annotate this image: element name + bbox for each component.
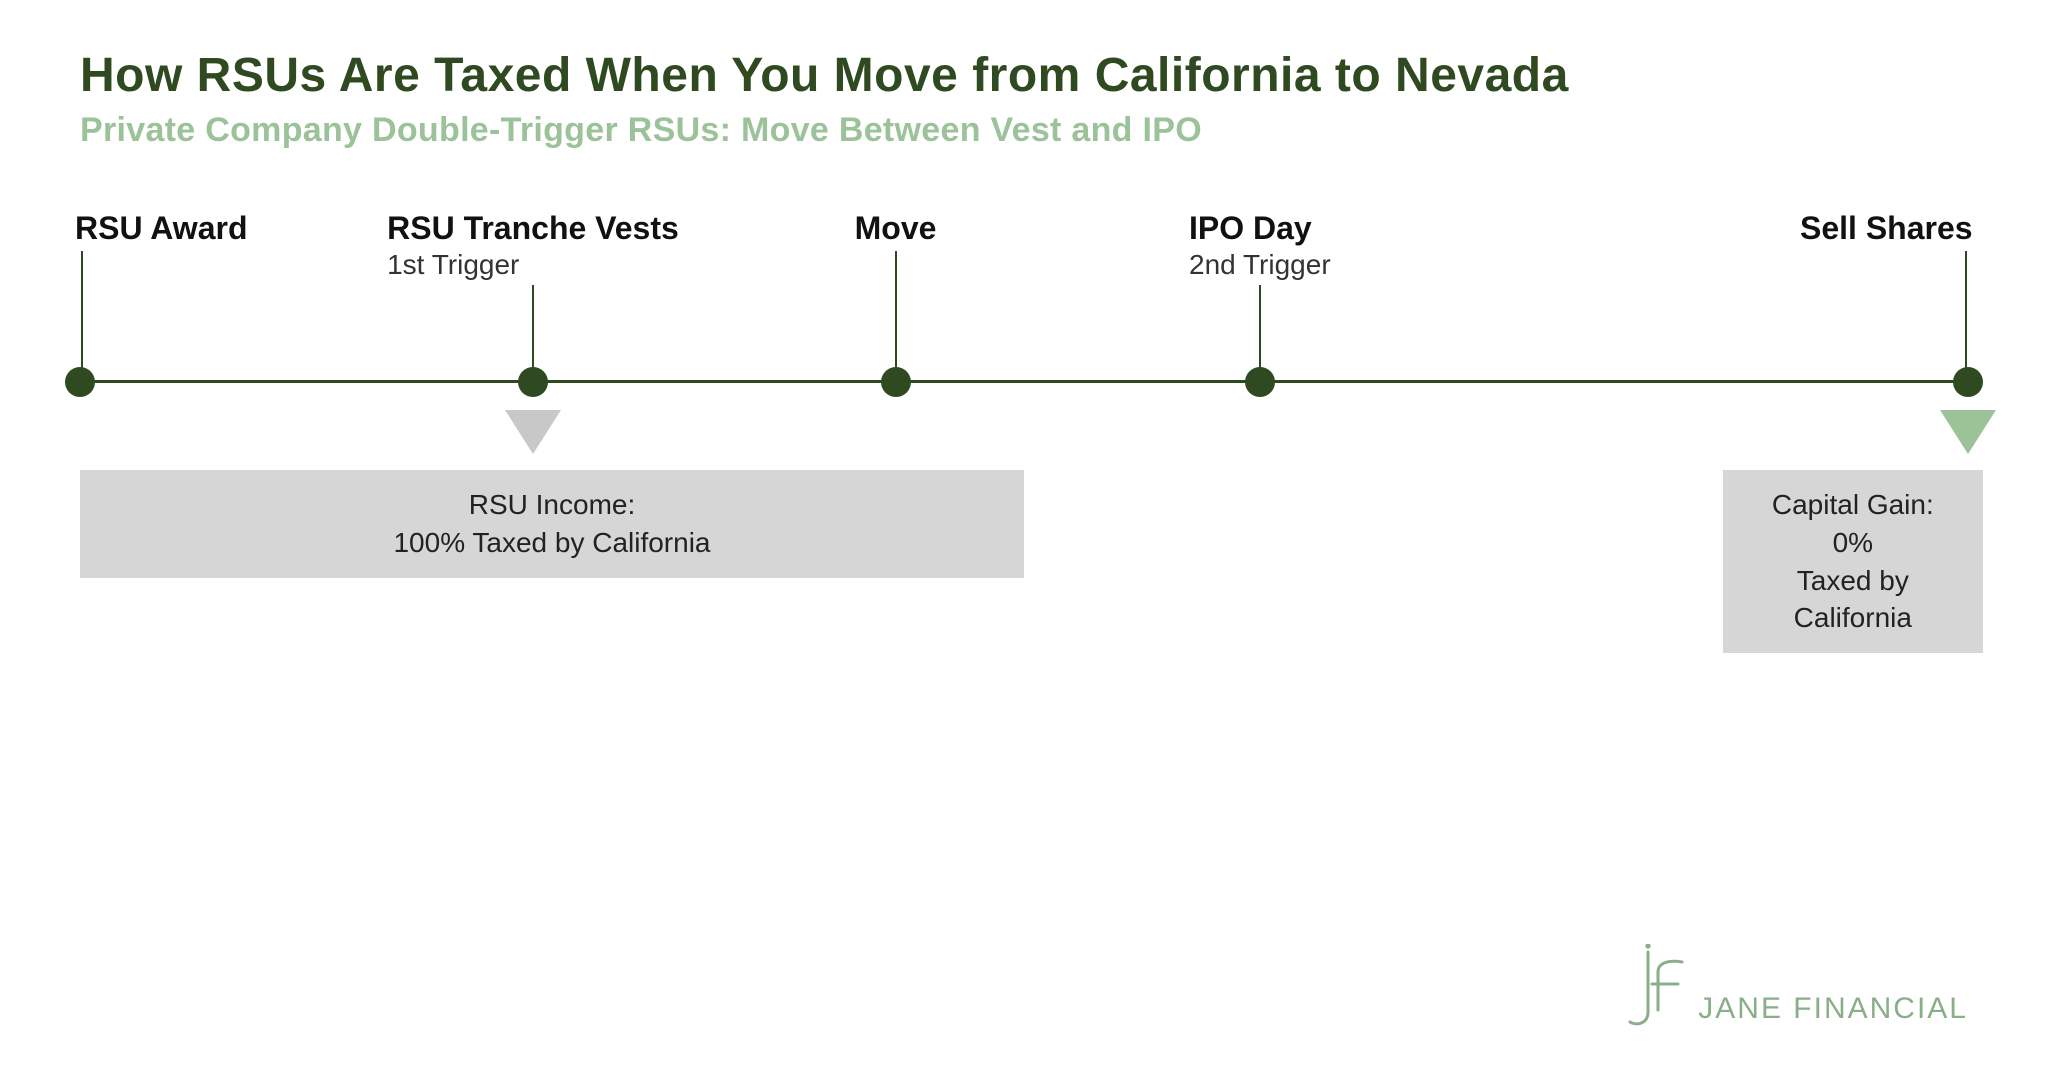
event-label: Sell Shares xyxy=(1800,210,1973,247)
rsu-income-box-line2: 100% Taxed by California xyxy=(92,524,1012,562)
event-label: Move xyxy=(855,210,937,247)
brand-logo: JANE FINANCIAL xyxy=(1628,944,1968,1032)
arrow-vest xyxy=(505,410,561,454)
page-subtitle: Private Company Double-Trigger RSUs: Mov… xyxy=(80,111,1968,150)
timeline-line xyxy=(80,380,1968,383)
timeline-event-sell: Sell Shares xyxy=(1800,210,1973,247)
capital-gain-box-line1: Capital Gain: xyxy=(1735,486,1972,524)
timeline-tick-move xyxy=(895,251,897,380)
timeline-dot-sell xyxy=(1953,367,1983,397)
event-sublabel: 1st Trigger xyxy=(387,249,679,281)
timeline-tick-ipo xyxy=(1259,285,1261,380)
rsu-income-box-line1: RSU Income: xyxy=(92,486,1012,524)
capital-gain-box-line2: 0% xyxy=(1735,524,1972,562)
rsu-income-box: RSU Income:100% Taxed by California xyxy=(80,470,1024,578)
event-label: IPO Day xyxy=(1189,210,1331,247)
brand-name: JANE FINANCIAL xyxy=(1698,992,1968,1032)
timeline: RSU AwardRSU Tranche Vests1st TriggerMov… xyxy=(80,210,1968,730)
page-title: How RSUs Are Taxed When You Move from Ca… xyxy=(80,48,1968,103)
timeline-tick-vest xyxy=(532,285,534,380)
timeline-event-vest: RSU Tranche Vests1st Trigger xyxy=(387,210,679,281)
infographic-page: How RSUs Are Taxed When You Move from Ca… xyxy=(0,0,2048,1072)
event-label: RSU Tranche Vests xyxy=(387,210,679,247)
timeline-dot-rsu-award xyxy=(65,367,95,397)
capital-gain-box-line3: Taxed by California xyxy=(1735,562,1972,638)
timeline-event-ipo: IPO Day2nd Trigger xyxy=(1189,210,1331,281)
timeline-event-rsu-award: RSU Award xyxy=(75,210,247,247)
arrow-sell xyxy=(1940,410,1996,454)
event-label: RSU Award xyxy=(75,210,247,247)
event-sublabel: 2nd Trigger xyxy=(1189,249,1331,281)
monogram-icon xyxy=(1628,944,1692,1032)
capital-gain-box: Capital Gain:0%Taxed by California xyxy=(1723,470,1984,653)
timeline-tick-sell xyxy=(1965,251,1967,380)
timeline-tick-rsu-award xyxy=(81,251,83,380)
timeline-event-move: Move xyxy=(855,210,937,247)
